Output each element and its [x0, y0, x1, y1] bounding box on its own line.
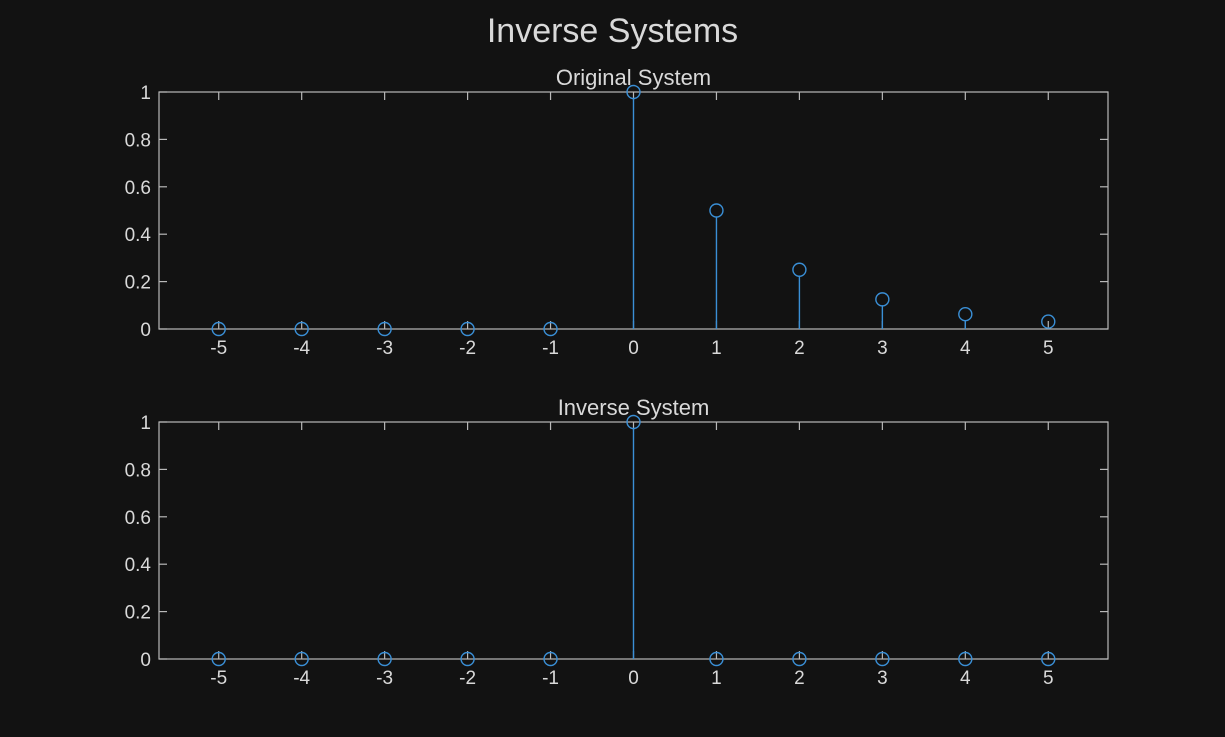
inverse-system-stem-marker — [460, 651, 475, 667]
original-system-x-tick-label: 1 — [711, 338, 722, 359]
original-system-y-tick-label: 0 — [140, 320, 151, 341]
original-system-y-tick-label: 0.6 — [125, 178, 151, 199]
original-system-x-tick-label: -4 — [293, 338, 310, 359]
original-system-x-tick-label: -5 — [210, 338, 227, 359]
inverse-system-y-tick-label: 0.6 — [125, 508, 151, 529]
inverse-system-x-tick-label: -3 — [376, 668, 393, 689]
original-system-stem-marker — [460, 321, 475, 337]
original-system-stem-marker — [543, 321, 558, 337]
inverse-system-title: Inverse System — [558, 395, 710, 420]
inverse-system-stem-marker — [875, 651, 890, 667]
original-system-stem-marker — [875, 292, 890, 307]
inverse-system-stem-marker — [377, 651, 392, 667]
original-system-y-tick-label: 0.2 — [125, 273, 151, 294]
original-system-title: Original System — [556, 65, 711, 90]
inverse-system-y-tick-label: 0.8 — [125, 460, 151, 481]
original-system-x-tick-label: -2 — [459, 338, 476, 359]
inverse-system-y-tick-label: 0 — [140, 650, 151, 671]
original-system-stem-marker — [958, 306, 973, 322]
inverse-system-y-tick-label: 1 — [140, 413, 151, 434]
original-system-x-tick-label: 0 — [628, 338, 639, 359]
original-system-x-tick-label: -1 — [542, 338, 559, 359]
original-system-stem-marker — [377, 321, 392, 337]
original-system-x-tick-label: 5 — [1043, 338, 1054, 359]
inverse-system-stem-marker — [543, 651, 558, 667]
inverse-system-x-tick-label: 0 — [628, 668, 639, 689]
inverse-system-x-tick-label: 1 — [711, 668, 722, 689]
original-system-stem-marker — [1041, 314, 1056, 329]
inverse-system-stem-marker — [958, 651, 973, 667]
inverse-system-stem-marker — [792, 651, 807, 667]
inverse-system-stem-marker — [1041, 651, 1056, 667]
original-system-y-tick-label: 1 — [140, 83, 151, 104]
inverse-system-stem-marker — [626, 414, 641, 430]
inverse-system-x-tick-label: 4 — [960, 668, 971, 689]
original-system-stem-marker — [626, 84, 641, 100]
original-system-y-tick-label: 0.8 — [125, 130, 151, 151]
original-system-x-tick-label: -3 — [376, 338, 393, 359]
original-system-stem-marker — [792, 262, 807, 277]
inverse-system-x-tick-label: -2 — [459, 668, 476, 689]
figure-title: Inverse Systems — [487, 12, 738, 50]
original-system-y-tick-label: 0.4 — [125, 225, 152, 246]
inverse-system-stem-marker — [294, 651, 309, 667]
inverse-system-stem-marker — [211, 651, 226, 667]
original-system-subplot: Original System -5 -4 -3 -2 -1 0 1 2 3 4 5 0 0.2 0.4 0.… — [125, 65, 1109, 359]
inverse-system-x-tick-label: 5 — [1043, 668, 1054, 689]
inverse-system-x-tick-label: 3 — [877, 668, 888, 689]
inverse-system-y-tick-label: 0.4 — [125, 555, 152, 576]
original-system-stem-marker — [211, 321, 226, 337]
original-system-x-tick-label: 3 — [877, 338, 888, 359]
inverse-system-x-tick-label: -4 — [293, 668, 310, 689]
inverse-system-x-tick-label: 2 — [794, 668, 805, 689]
original-system-x-tick-label: 2 — [794, 338, 805, 359]
original-system-x-tick-label: 4 — [960, 338, 971, 359]
inverse-system-x-tick-label: -5 — [210, 668, 227, 689]
original-system-stem-marker — [294, 321, 309, 337]
inverse-system-subplot: Inverse System -5 -4 -3 -2 -1 0 1 2 3 4 5 0 0.2 0.4 0.6… — [125, 395, 1109, 689]
original-system-stem-marker — [709, 203, 724, 218]
inverse-system-y-tick-label: 0.2 — [125, 603, 151, 624]
inverse-system-x-tick-label: -1 — [542, 668, 559, 689]
inverse-system-stem-marker — [709, 651, 724, 667]
